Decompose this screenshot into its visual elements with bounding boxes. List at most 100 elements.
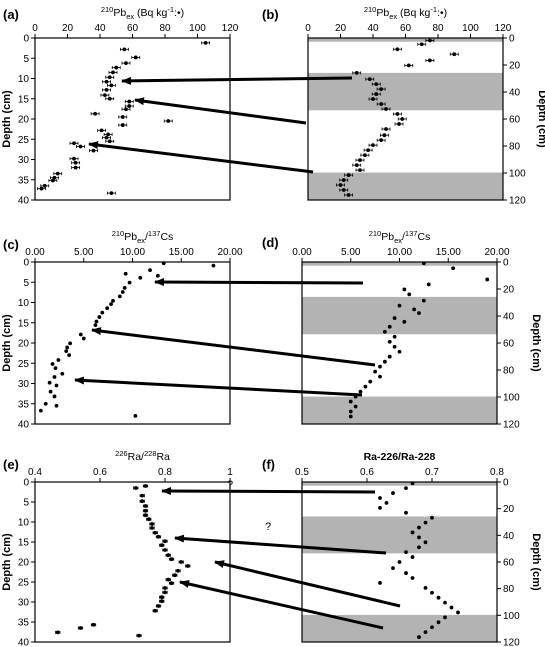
data-point <box>53 366 58 371</box>
data-point <box>353 404 358 409</box>
x-tick-label: 0.4 <box>28 467 42 478</box>
data-point <box>417 635 421 639</box>
data-point <box>124 107 128 112</box>
data-point <box>417 311 421 315</box>
data-point <box>387 324 392 329</box>
y-tick-label: 30 <box>18 379 30 390</box>
data-point <box>417 525 421 530</box>
shaded-band <box>302 614 497 642</box>
data-point <box>371 97 375 101</box>
data-point <box>67 353 72 358</box>
data-point <box>120 115 125 119</box>
data-point <box>169 557 174 562</box>
shaded-band <box>302 516 497 554</box>
data-point <box>410 481 415 486</box>
panel-letter: (f) <box>262 457 275 472</box>
shaded-band <box>302 262 497 266</box>
data-point <box>456 610 460 615</box>
y-tick-label: 0 <box>23 258 29 269</box>
x-tick-label: 100 <box>462 23 479 34</box>
data-point <box>397 122 401 126</box>
data-point <box>402 287 407 292</box>
y-tick-label: 20 <box>18 339 30 350</box>
x-tick-label: 100 <box>189 23 206 34</box>
data-point <box>485 277 490 282</box>
data-point <box>166 577 171 582</box>
data-point <box>395 112 400 116</box>
y-tick-label: 20 <box>18 558 30 569</box>
x-tick-label: 0.5 <box>295 467 309 478</box>
data-point <box>117 294 122 299</box>
y-tick-label: 5 <box>23 278 29 289</box>
data-point <box>354 163 359 168</box>
y-tick-label: 10 <box>18 74 30 85</box>
data-point <box>78 332 83 337</box>
x-tick-label: 60 <box>127 23 139 34</box>
data-point <box>387 354 392 359</box>
shaded-band <box>308 38 503 42</box>
data-point <box>50 362 55 366</box>
panel-letter: (d) <box>262 235 279 250</box>
y-tick-label: 35 <box>18 618 30 629</box>
data-point <box>127 99 132 104</box>
data-point <box>451 266 456 271</box>
x-tick-label: 60 <box>400 23 412 34</box>
data-point <box>397 303 402 308</box>
data-point <box>55 630 60 635</box>
data-point <box>143 508 148 513</box>
data-point <box>443 600 447 605</box>
y-tick-label: 100 <box>503 393 520 404</box>
panel-d: 0.00 5.00 10.00 15.00 20.000 20 40 60 80 100 120 De… <box>262 229 542 431</box>
correlation-arrow <box>74 376 363 397</box>
data-point <box>104 79 109 84</box>
data-point <box>392 334 397 339</box>
data-point <box>430 590 434 595</box>
correlation-arrow <box>174 534 387 555</box>
data-point <box>143 504 148 508</box>
data-point <box>346 173 351 177</box>
x-tick-label: 0.6 <box>93 467 107 478</box>
data-point <box>382 329 387 334</box>
y-tick-label: 40 <box>18 420 30 431</box>
data-point <box>156 534 161 539</box>
y-tick-label: 25 <box>18 578 30 589</box>
data-point <box>374 92 379 96</box>
data-point <box>163 539 167 544</box>
data-point <box>163 586 167 590</box>
y-tick-label: 0 <box>509 34 515 45</box>
data-point <box>384 127 388 131</box>
data-point <box>387 339 392 344</box>
x-tick-label: 120 <box>495 23 512 34</box>
data-point <box>156 604 161 608</box>
data-point <box>384 107 388 111</box>
data-point <box>42 183 47 188</box>
data-point <box>48 389 53 394</box>
y-tick-label: 5 <box>23 498 29 509</box>
x-tick-label: 15.00 <box>169 247 194 258</box>
y-tick-label: 20 <box>503 504 515 515</box>
data-point <box>392 316 397 320</box>
data-point <box>423 630 428 635</box>
y-axis-label: Depth (cm) <box>1 314 13 372</box>
y-tick-label: 30 <box>18 598 30 609</box>
data-point <box>78 626 83 630</box>
x-tick-label: 20.00 <box>217 247 242 258</box>
shaded-band <box>308 172 503 200</box>
data-point <box>97 315 102 319</box>
x-tick-label: 20.00 <box>484 247 509 258</box>
data-point <box>133 55 138 60</box>
data-point <box>54 403 59 408</box>
panel-title-3: 210​Pbex​/137​Cs <box>369 229 431 245</box>
data-point <box>378 581 382 585</box>
data-point <box>341 188 346 192</box>
x-tick-label: 40 <box>94 23 106 34</box>
y-axis-label: Depth (cm) <box>1 533 13 591</box>
y-tick-label: 40 <box>18 196 30 207</box>
data-point <box>407 292 412 297</box>
data-point <box>397 560 402 564</box>
x-tick-label: 5.00 <box>341 247 361 258</box>
data-point <box>161 261 166 266</box>
data-point <box>47 380 52 385</box>
